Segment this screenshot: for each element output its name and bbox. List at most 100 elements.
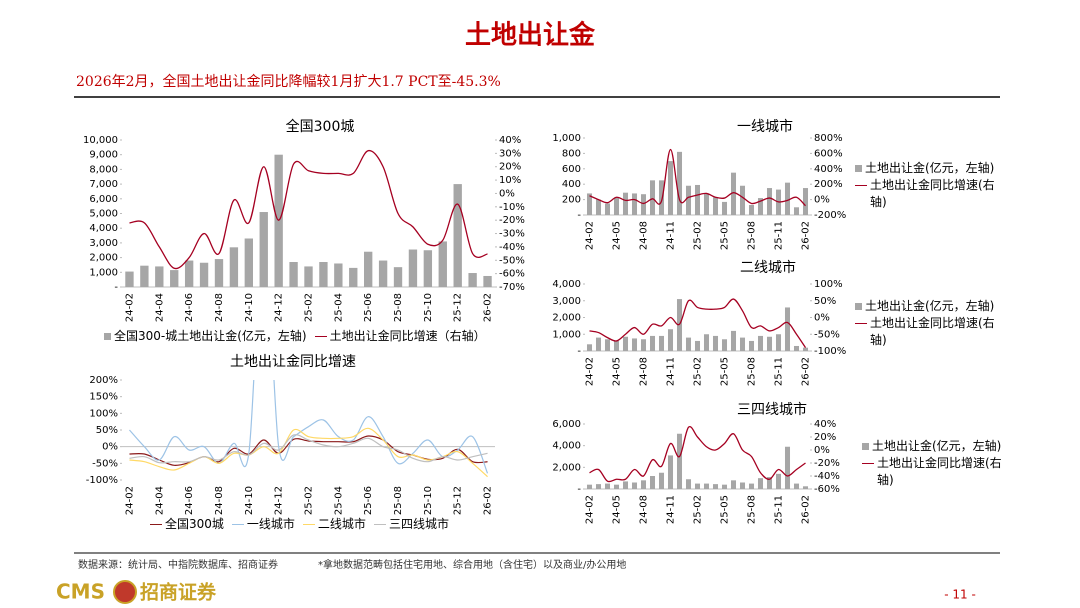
legend-item: 土地出让金(亿元，左轴): [855, 298, 1000, 315]
bar: [685, 479, 692, 489]
y2-tick-label: -50%: [499, 255, 525, 266]
y-tick-label: 10,000: [83, 135, 118, 146]
x-tick-label: 24-06: [184, 486, 195, 515]
y2-tick-label: -30%: [499, 229, 525, 240]
line: [129, 435, 488, 467]
bar: [604, 483, 611, 489]
legend-label: 全国300城: [165, 517, 224, 531]
logo-name: 招商证券: [140, 581, 217, 604]
bar: [739, 185, 746, 215]
x-tick-label: 25-11: [774, 221, 785, 250]
bar: [199, 262, 209, 287]
bar: [408, 249, 418, 287]
bar: [586, 344, 593, 351]
bar: [483, 275, 492, 287]
x-tick-label: 24-11: [666, 495, 677, 524]
bar: [658, 180, 665, 215]
x-tick-label: 24-10: [244, 293, 255, 322]
y-tick-label: 600: [562, 164, 581, 175]
legend: 全国300-城土地出让金(亿元，左轴) 土地出让金同比增速（右轴）: [104, 328, 486, 345]
bar: [453, 184, 462, 287]
y2-tick-label: -60%: [499, 269, 525, 280]
bar: [757, 335, 764, 351]
bar: [244, 238, 253, 287]
y2-tick-label: 0%: [814, 445, 830, 456]
x-tick-label: 25-05: [720, 495, 731, 524]
bar: [423, 250, 433, 287]
chart: 三四线城市 - 2,000 4,000 6,000 -60% -40% -20% 0% 20% 40…: [552, 401, 839, 524]
legend-label: 一线城市: [246, 517, 295, 531]
y-tick-label: 2,000: [552, 313, 581, 324]
bar: [622, 192, 629, 215]
bar: [802, 486, 809, 489]
legend-marker: [855, 303, 862, 310]
x-tick-label: 25-12: [453, 486, 464, 515]
legend-label: 土地出让金同比增速(右轴): [877, 456, 1002, 487]
bar: [631, 482, 638, 489]
legend-marker: [862, 463, 874, 464]
y2-tick-label: 20%: [814, 432, 836, 443]
y2-tick-label: -20%: [499, 215, 525, 226]
line: [129, 427, 488, 478]
legend-item: 二线城市: [302, 516, 366, 533]
line: [129, 149, 488, 270]
x-tick-label: 26-02: [483, 486, 494, 515]
y-tick-label: 6,000: [552, 419, 581, 430]
legend-marker: [855, 185, 867, 186]
x-tick-label: 24-11: [666, 357, 677, 386]
bar: [640, 194, 647, 215]
bar: [667, 161, 674, 215]
y-tick-label: 1,000: [89, 267, 118, 278]
bar: [604, 339, 611, 351]
bar: [595, 337, 602, 351]
bar: [622, 336, 629, 351]
bar: [229, 247, 239, 287]
bar: [155, 266, 164, 287]
legend-marker: [231, 524, 244, 525]
x-tick-label: 25-08: [393, 293, 404, 322]
y2-tick-label: 200%: [814, 179, 843, 190]
chart: 全国300城 - 1,000 2,000 3,000 4,000 5,000 6,000 7,0…: [83, 118, 525, 322]
y2-tick-label: -50%: [814, 329, 840, 340]
line: [129, 380, 489, 474]
y-tick-label: 400: [562, 179, 581, 190]
y-tick-label: 9,000: [89, 150, 118, 161]
x-tick-label: 25-10: [423, 293, 434, 322]
x-tick-label: 24-08: [639, 221, 650, 250]
y-tick-label: 1,000: [552, 329, 581, 340]
x-tick-label: 26-02: [801, 495, 812, 524]
legend-label: 土地出让金(亿元，左轴): [872, 439, 1002, 453]
bar: [622, 481, 629, 489]
bar: [784, 307, 791, 351]
bar: [712, 335, 719, 351]
x-tick-label: 25-02: [693, 221, 704, 250]
x-tick-label: 24-12: [274, 293, 285, 322]
bar: [468, 273, 477, 287]
legend: 全国300城 一线城市 二线城市 三四线城市: [150, 516, 449, 533]
page-number: - 11 -: [944, 588, 976, 602]
bar: [766, 188, 773, 215]
x-tick-label: 25-05: [720, 357, 731, 386]
y-tick-label: 4,000: [552, 441, 581, 452]
y2-tick-label: 0%: [814, 195, 830, 206]
x-tick-label: 24-02: [585, 495, 596, 524]
y-tick-label: 7,000: [89, 179, 118, 190]
bar: [703, 483, 710, 489]
y2-tick-label: 10%: [499, 175, 521, 186]
y2-tick-label: 50%: [814, 296, 836, 307]
y2-tick-label: -70%: [499, 282, 525, 293]
bar: [721, 201, 728, 215]
y2-tick-label: 600%: [814, 148, 843, 159]
x-tick-label: 24-05: [612, 357, 623, 386]
x-tick-label: 24-08: [639, 357, 650, 386]
bar: [730, 480, 737, 489]
bar: [685, 185, 692, 215]
y-tick-label: -100%: [86, 475, 118, 486]
bar: [649, 476, 656, 489]
x-tick-label: 24-02: [124, 486, 135, 515]
bar: [613, 484, 620, 489]
x-tick-label: 24-02: [124, 293, 135, 322]
y-tick-label: 8,000: [89, 164, 118, 175]
chart-title: 一线城市: [737, 118, 793, 135]
